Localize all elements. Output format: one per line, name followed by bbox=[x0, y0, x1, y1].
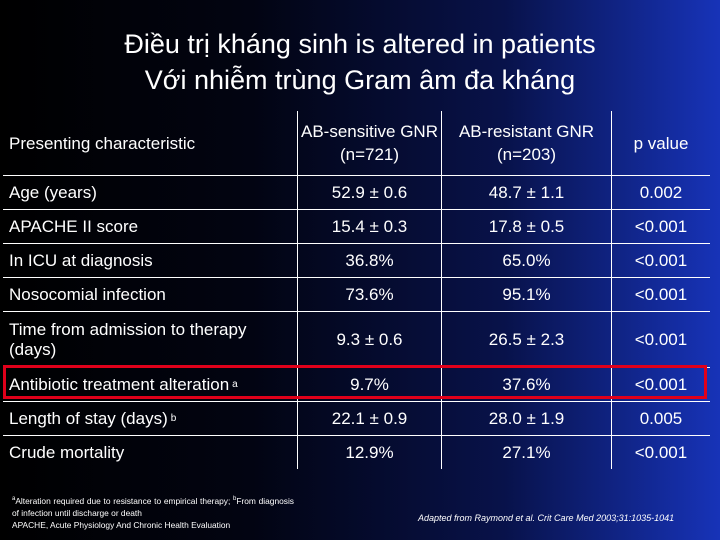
row-label-text: Length of stay (days) bbox=[9, 408, 168, 428]
row-label-text: Time from admission to therapy (days) bbox=[9, 319, 247, 359]
footnote-b-mark: b bbox=[233, 496, 237, 502]
header-characteristic: Presenting characteristic bbox=[3, 111, 298, 175]
title-line-1: Điều trị kháng sinh is altered in patien… bbox=[124, 29, 596, 59]
row-sensitive-value: 9.3 ± 0.6 bbox=[298, 312, 442, 367]
row-p-value: <0.001 bbox=[634, 250, 688, 270]
row-p-value: 0.005 bbox=[639, 408, 683, 428]
row-p-value: <0.001 bbox=[634, 374, 688, 394]
row-sensitive-value: 9.7% bbox=[298, 368, 442, 401]
row-sensitive-value: 52.9 ± 0.6 bbox=[298, 176, 442, 209]
table-row: APACHE II score 15.4 ± 0.3 17.8 ± 0.5 <0… bbox=[3, 210, 710, 244]
row-sensitive-value: 22.1 ± 0.9 bbox=[298, 402, 442, 435]
row-label-text: APACHE II score bbox=[9, 216, 139, 236]
row-p-value: <0.001 bbox=[634, 442, 688, 462]
footnotes: aAlteration required due to resistance t… bbox=[12, 493, 294, 531]
row-label: Age (years) bbox=[3, 176, 298, 209]
row-label-text: Antibiotic treatment alteration bbox=[9, 374, 230, 394]
row-label-text: In ICU at diagnosis bbox=[9, 250, 153, 270]
row-label-text: Crude mortality bbox=[9, 442, 125, 462]
table-row: Nosocomial infection 73.6% 95.1% <0.001 bbox=[3, 278, 710, 312]
footnote-marker: b bbox=[170, 412, 177, 424]
header-resistant: AB-resistant GNR (n=203) bbox=[442, 111, 612, 175]
header-p-value: p value bbox=[633, 133, 689, 153]
row-p-value: <0.001 bbox=[634, 329, 688, 349]
footnote-apache: APACHE, Acute Physiology And Chronic Hea… bbox=[12, 519, 231, 530]
row-label-text: Nosocomial infection bbox=[9, 284, 166, 304]
row-label: Antibiotic treatment alteration a bbox=[3, 368, 298, 401]
row-label: Nosocomial infection bbox=[3, 278, 298, 311]
table-row: Antibiotic treatment alteration a 9.7% 37… bbox=[3, 368, 710, 402]
row-resistant-value: 95.1% bbox=[442, 278, 612, 311]
row-resistant-value: 65.0% bbox=[442, 244, 612, 277]
row-label: Time from admission to therapy (days) bbox=[3, 312, 298, 367]
table-row: Crude mortality 12.9% 27.1% <0.001 bbox=[3, 436, 710, 469]
table-row: In ICU at diagnosis 36.8% 65.0% <0.001 bbox=[3, 244, 710, 278]
row-label: Crude mortality bbox=[3, 436, 298, 469]
row-sensitive-value: 36.8% bbox=[298, 244, 442, 277]
row-sensitive-value: 73.6% bbox=[298, 278, 442, 311]
row-resistant-value: 26.5 ± 2.3 bbox=[442, 312, 612, 367]
row-label: In ICU at diagnosis bbox=[3, 244, 298, 277]
row-sensitive-value: 12.9% bbox=[298, 436, 442, 469]
row-resistant-value: 17.8 ± 0.5 bbox=[442, 210, 612, 243]
row-sensitive-value: 15.4 ± 0.3 bbox=[298, 210, 442, 243]
table-header-row: Presenting characteristic AB-sensitive G… bbox=[3, 111, 710, 176]
row-label: APACHE II score bbox=[3, 210, 298, 243]
row-resistant-value: 37.6% bbox=[442, 368, 612, 401]
table-row: Time from admission to therapy (days) 9.… bbox=[3, 312, 710, 368]
table-row: Age (years) 52.9 ± 0.6 48.7 ± 1.1 0.002 bbox=[3, 176, 710, 210]
header-sensitive: AB-sensitive GNR (n=721) bbox=[298, 111, 442, 175]
row-label-text: Age (years) bbox=[9, 182, 97, 202]
row-resistant-value: 28.0 ± 1.9 bbox=[442, 402, 612, 435]
footnote-b: From diagnosis of infection until discha… bbox=[12, 495, 294, 518]
footnote-marker: a bbox=[232, 378, 238, 390]
source-citation: Adapted from Raymond et al. Crit Care Me… bbox=[418, 513, 675, 523]
row-p-value: <0.001 bbox=[634, 216, 688, 236]
footnote-a: Alteration required due to resistance to… bbox=[15, 495, 231, 506]
data-table: Presenting characteristic AB-sensitive G… bbox=[3, 111, 710, 469]
title-line-2: Với nhiễm trùng Gram âm đa kháng bbox=[144, 65, 576, 95]
footnote-a-mark: a bbox=[12, 496, 16, 502]
row-label: Length of stay (days) b bbox=[3, 402, 298, 435]
slide-title: Điều trị kháng sinh is altered in patien… bbox=[0, 26, 720, 98]
table-row: Length of stay (days) b 22.1 ± 0.9 28.0 ±… bbox=[3, 402, 710, 436]
row-resistant-value: 48.7 ± 1.1 bbox=[442, 176, 612, 209]
row-p-value: <0.001 bbox=[634, 284, 688, 304]
row-resistant-value: 27.1% bbox=[442, 436, 612, 469]
row-p-value: 0.002 bbox=[639, 182, 683, 202]
